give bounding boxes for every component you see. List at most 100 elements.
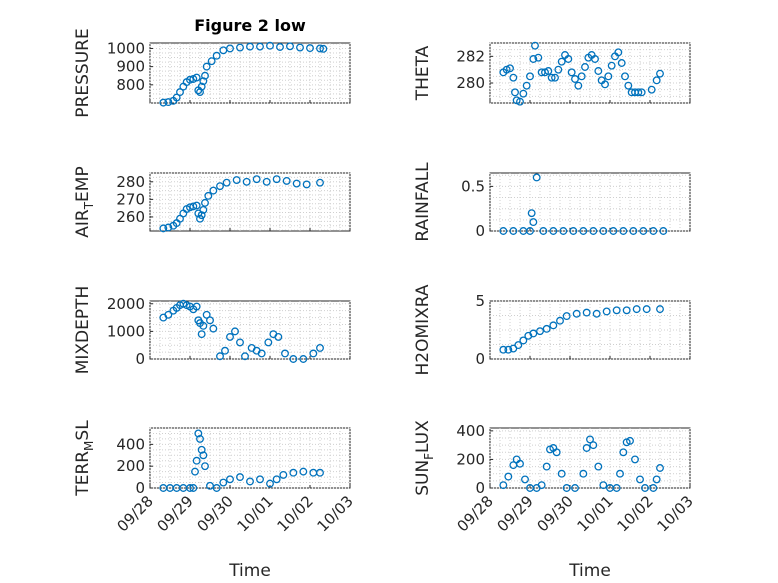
data-point xyxy=(526,227,534,235)
x-tick-label: 10/03 xyxy=(654,492,697,535)
data-point xyxy=(176,88,184,97)
y-tick-label: 0 xyxy=(475,350,485,368)
data-point xyxy=(196,434,204,443)
data-point xyxy=(532,173,541,182)
data-point xyxy=(527,209,536,218)
data-point xyxy=(577,72,586,81)
data-point xyxy=(232,176,241,184)
data-point xyxy=(536,327,544,336)
y-axis-label: H2OMIXRA xyxy=(413,284,433,375)
data-point xyxy=(572,309,581,318)
data-point xyxy=(226,475,234,484)
data-point xyxy=(551,73,559,82)
data-point xyxy=(599,481,608,490)
data-point xyxy=(256,475,264,484)
data-point xyxy=(589,227,598,235)
x-tick-label: 09/30 xyxy=(534,492,577,535)
data-point xyxy=(226,332,234,341)
data-point xyxy=(246,42,254,51)
data-point xyxy=(221,346,229,355)
data-point xyxy=(589,441,598,450)
data-point xyxy=(509,227,518,235)
data-point xyxy=(619,448,628,457)
data-point xyxy=(581,63,589,71)
data-point xyxy=(216,182,224,191)
data-point xyxy=(197,211,206,220)
data-point xyxy=(624,81,633,90)
data-point xyxy=(571,484,579,492)
data-point xyxy=(309,349,318,358)
data-point xyxy=(276,43,284,51)
data-point xyxy=(617,59,626,67)
y-axis-label: PRESSURE xyxy=(73,28,93,117)
data-point xyxy=(579,227,588,235)
data-point xyxy=(202,310,211,319)
data-point xyxy=(172,93,181,102)
data-point xyxy=(612,306,621,315)
data-point xyxy=(209,186,218,195)
data-point xyxy=(186,484,194,492)
data-point xyxy=(231,327,239,336)
data-point xyxy=(189,484,198,492)
data-point xyxy=(212,484,221,492)
data-point xyxy=(636,475,644,484)
data-point xyxy=(316,44,324,53)
data-point xyxy=(642,305,651,314)
y-tick-label: 1000 xyxy=(107,322,145,340)
data-point xyxy=(529,218,538,227)
data-point xyxy=(567,68,576,77)
data-point xyxy=(289,468,298,477)
y-tick-label: 5 xyxy=(475,292,485,310)
x-tick-label: 10/01 xyxy=(574,492,617,535)
y-tick-label: 0 xyxy=(135,350,145,368)
data-point xyxy=(601,80,609,89)
data-point xyxy=(296,43,304,52)
y-axis-label: AIRTEMP xyxy=(73,166,96,237)
data-point xyxy=(659,227,668,235)
data-point xyxy=(557,57,566,66)
y-tick-label: 800 xyxy=(116,76,145,94)
data-point xyxy=(592,309,601,318)
data-point xyxy=(616,469,624,478)
data-point xyxy=(499,227,508,235)
data-point xyxy=(506,64,514,73)
data-point xyxy=(272,175,281,184)
data-point xyxy=(607,61,616,70)
data-point xyxy=(509,73,518,82)
data-point xyxy=(499,481,508,490)
data-point xyxy=(197,330,206,339)
subplot-theta: 280 282 THETA xyxy=(413,41,691,106)
subplot-rainfall: 0 0.5 RAINFALL xyxy=(413,162,691,242)
data-point xyxy=(279,470,288,479)
data-point xyxy=(241,352,249,361)
data-point xyxy=(549,321,558,330)
data-point xyxy=(191,467,199,476)
y-axis-label: THETA xyxy=(413,45,433,101)
data-point xyxy=(316,468,324,477)
data-point xyxy=(591,55,599,63)
data-point xyxy=(302,180,311,189)
data-point xyxy=(257,349,266,358)
data-point xyxy=(499,345,508,354)
data-point xyxy=(504,472,513,481)
data-point xyxy=(201,71,209,80)
data-point xyxy=(542,324,551,333)
x-tick-label: 10/03 xyxy=(314,492,357,535)
data-point xyxy=(562,312,571,321)
data-point xyxy=(544,67,553,75)
data-point xyxy=(262,177,271,186)
x-tick-label: 09/28 xyxy=(114,492,157,535)
x-tick-label: 09/29 xyxy=(494,492,537,535)
y-axis-label: MIXDEPTH xyxy=(73,286,93,375)
data-point xyxy=(192,73,201,82)
data-point xyxy=(282,176,291,185)
data-point xyxy=(621,72,629,81)
data-point xyxy=(594,462,603,471)
data-point xyxy=(266,479,274,488)
x-tick-label: 10/02 xyxy=(274,492,317,535)
data-point xyxy=(196,88,204,97)
data-point xyxy=(511,88,519,97)
data-point xyxy=(564,55,573,63)
y-tick-label: 900 xyxy=(116,58,145,76)
